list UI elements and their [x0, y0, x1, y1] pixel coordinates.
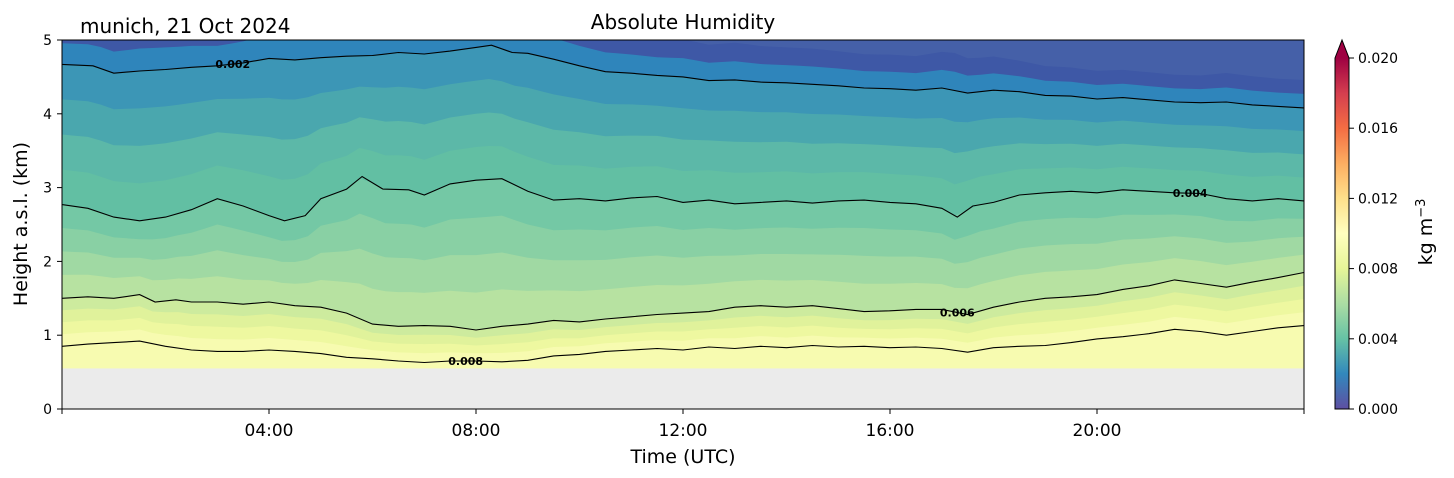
y-tick-label: 3 [43, 181, 52, 197]
y-axis-label: Height a.s.l. (km) [10, 142, 32, 306]
y-tick-label: 0 [43, 402, 52, 418]
colorbar-tick-label: 0.008 [1358, 262, 1398, 278]
chart-subtitle: munich, 21 Oct 2024 [80, 14, 290, 38]
x-tick-label: 16:00 [866, 421, 915, 441]
colorbar-tick-label: 0.000 [1358, 402, 1398, 418]
contour-line [62, 325, 1304, 364]
x-tick-label: 04:00 [245, 421, 294, 441]
contour-labels: 0.002 0.004 0.006 0.008 [215, 58, 1208, 368]
y-axis: 0 1 2 3 4 5 [43, 33, 62, 418]
chart-title: Absolute Humidity [591, 10, 776, 34]
colorbar-label-exponent: −3 [1414, 199, 1429, 218]
no-data-region [62, 368, 1304, 409]
contour-label: 0.002 [215, 58, 250, 71]
colorbar-extend-arrow [1335, 40, 1349, 58]
colorbar-label: kg m−3 [1414, 199, 1437, 266]
colorbar-label-unit: kg m [1415, 218, 1437, 266]
contour-line [62, 44, 1304, 109]
contour-line [62, 271, 1304, 331]
x-axis: 04:00 08:00 12:00 16:00 20:00 [61, 409, 1305, 441]
x-tick-label: 08:00 [452, 421, 501, 441]
contour-label: 0.008 [448, 355, 483, 368]
contour-lines [62, 44, 1304, 364]
y-tick-label: 1 [43, 328, 52, 344]
colorbar-tick-label: 0.012 [1358, 191, 1398, 207]
y-tick-label: 5 [43, 33, 52, 49]
colorbar-frame [1334, 38, 1350, 410]
colorbar-tick-label: 0.016 [1358, 121, 1398, 137]
contour-line [62, 175, 1304, 222]
humidity-field [62, 40, 1304, 409]
contour-label: 0.006 [940, 306, 975, 319]
y-tick-label: 4 [43, 107, 52, 123]
colorbar-ticks: 0.000 0.004 0.008 0.012 0.016 0.020 [1349, 51, 1398, 418]
colorbar-tick-label: 0.004 [1358, 332, 1398, 348]
colorbar-tick-label: 0.020 [1358, 51, 1398, 67]
contour-label: 0.004 [1173, 187, 1208, 200]
humidity-band [62, 336, 1304, 369]
x-tick-label: 20:00 [1073, 421, 1122, 441]
x-axis-label: Time (UTC) [629, 446, 735, 468]
x-tick-label: 12:00 [659, 421, 708, 441]
y-tick-label: 2 [43, 254, 52, 270]
colorbar [1335, 58, 1349, 409]
